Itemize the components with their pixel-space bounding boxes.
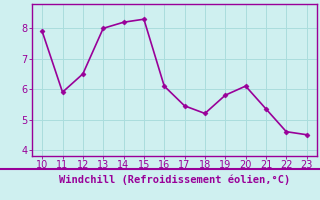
X-axis label: Windchill (Refroidissement éolien,°C): Windchill (Refroidissement éolien,°C) xyxy=(59,174,290,185)
